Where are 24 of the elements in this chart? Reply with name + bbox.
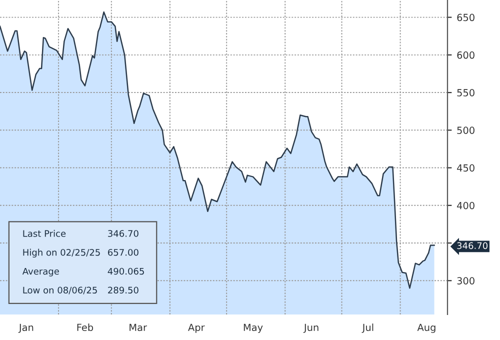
x-tick-label: May: [244, 324, 263, 333]
x-tick-label: Apr: [188, 324, 205, 333]
y-tick-label: 300: [457, 277, 474, 284]
y-tick-label: 550: [457, 89, 474, 96]
y-tick-label: 400: [457, 202, 474, 210]
x-tick-label: Feb: [77, 324, 94, 332]
y-tick-label: 500: [457, 126, 474, 134]
x-tick-label: Mar: [130, 324, 148, 332]
annotation: 657.00: [108, 248, 138, 256]
annotation: High on 02/25/25: [23, 248, 100, 258]
annotation: 289.50: [108, 286, 138, 294]
y-tick-label: 650: [457, 14, 474, 22]
annotation: Average: [22, 268, 59, 276]
y-tick-label: 600: [457, 51, 474, 59]
y-tick-label: 450: [457, 164, 474, 172]
annotation: Low on 08/06/25: [23, 286, 97, 294]
x-tick-label: Jan: [18, 324, 34, 333]
annotation: 346.70: [108, 230, 138, 237]
x-tick-label: Jun: [303, 324, 318, 333]
annotation: 490.065: [108, 268, 144, 275]
x-tick-label: Aug: [417, 324, 436, 333]
annotation: Last Price: [23, 230, 66, 237]
x-tick-label: Jul: [362, 324, 374, 333]
y-tick-label: 346.70: [457, 242, 488, 250]
